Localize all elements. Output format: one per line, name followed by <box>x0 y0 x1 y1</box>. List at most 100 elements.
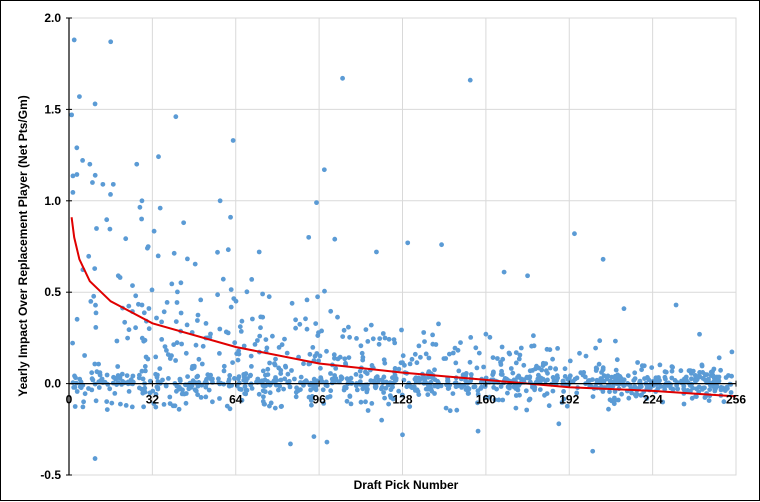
scatter-point <box>81 399 86 405</box>
scatter-point <box>467 77 473 83</box>
scatter-point <box>272 362 278 368</box>
scatter-point <box>126 327 132 333</box>
scatter-point <box>498 371 504 377</box>
scatter-point <box>358 343 364 349</box>
scatter-point <box>684 377 689 383</box>
scatter-point <box>716 355 722 361</box>
scatter-point <box>453 360 459 366</box>
scatter-point <box>407 404 413 409</box>
scatter-point <box>654 379 660 385</box>
scatter-point <box>206 387 212 393</box>
scatter-point <box>443 356 449 361</box>
scatter-point <box>203 384 209 390</box>
scatter-point <box>508 366 514 371</box>
scatter-point <box>93 325 99 330</box>
scatter-point <box>288 441 293 447</box>
scatter-point <box>712 388 718 394</box>
scatter-point <box>666 380 671 386</box>
scatter-point <box>729 349 735 355</box>
scatter-point <box>298 374 304 380</box>
scatter-point <box>474 365 480 371</box>
scatter-point <box>88 299 94 304</box>
scatter-point <box>487 394 492 400</box>
scatter-point <box>393 376 399 381</box>
scatter-point <box>119 382 124 387</box>
scatter-point <box>141 404 147 410</box>
scatter-point <box>342 356 348 362</box>
scatter-point <box>689 376 694 382</box>
scatter-point <box>372 384 378 390</box>
scatter-point <box>108 192 113 197</box>
scatter-point <box>145 244 151 250</box>
scatter-point <box>681 386 687 392</box>
scatter-point <box>278 371 284 376</box>
scatter-point <box>607 389 612 395</box>
scatter-point <box>383 385 389 391</box>
scatter-point <box>278 404 284 409</box>
scatter-point <box>496 397 502 403</box>
scatter-point <box>77 94 82 100</box>
scatter-point <box>137 385 142 391</box>
scatter-point <box>195 312 201 318</box>
y-tick-label: 1.5 <box>44 102 61 116</box>
y-tick-label: 0.0 <box>44 377 61 391</box>
scatter-point <box>353 372 359 377</box>
scatter-point <box>550 356 555 362</box>
scatter-point <box>143 368 148 374</box>
scatter-point <box>697 331 702 337</box>
scatter-point <box>513 386 519 391</box>
scatter-point <box>241 372 247 377</box>
scatter-point <box>510 370 516 376</box>
scatter-point <box>92 266 98 271</box>
scatter-point <box>133 293 139 299</box>
scatter-point <box>672 378 678 383</box>
scatter-point <box>471 384 477 390</box>
scatter-point <box>639 367 644 373</box>
scatter-point <box>646 377 652 383</box>
scatter-point <box>153 371 159 377</box>
scatter-point <box>523 388 529 394</box>
scatter-point <box>492 397 498 403</box>
scatter-point <box>476 350 482 356</box>
scatter-point <box>382 395 387 401</box>
scatter-point <box>304 297 310 303</box>
scatter-point <box>195 373 201 379</box>
scatter-point <box>416 392 422 397</box>
scatter-point <box>436 380 441 386</box>
scatter-point <box>225 247 231 253</box>
scatter-point <box>421 330 427 335</box>
scatter-point <box>309 394 315 399</box>
scatter-point <box>405 240 411 246</box>
scatter-point <box>619 377 625 382</box>
scatter-point <box>695 374 701 379</box>
scatter-point <box>267 360 272 366</box>
scatter-point <box>151 228 157 234</box>
scatter-point <box>534 363 539 369</box>
scatter-point <box>562 374 568 379</box>
scatter-point <box>581 370 587 375</box>
scatter-point <box>670 387 676 392</box>
scatter-point <box>501 269 507 275</box>
scatter-point <box>293 317 298 323</box>
scatter-point <box>513 350 519 355</box>
scatter-point <box>702 395 708 400</box>
x-tick-label: 256 <box>726 393 746 407</box>
scatter-point <box>175 289 180 295</box>
scatter-point <box>344 376 350 382</box>
scatter-point <box>117 275 123 280</box>
scatter-point <box>600 367 606 372</box>
scatter-point <box>382 335 388 341</box>
scatter-point <box>380 331 386 336</box>
scatter-point <box>537 387 543 392</box>
scatter-point <box>283 363 288 369</box>
scatter-point <box>173 319 179 324</box>
scatter-point <box>615 397 621 403</box>
scatter-point <box>126 389 132 394</box>
scatter-point <box>248 353 254 359</box>
scatter-point <box>593 345 598 351</box>
scatter-point <box>92 172 98 178</box>
scatter-point <box>97 370 103 375</box>
scatter-point <box>572 376 578 382</box>
scatter-point <box>320 387 326 393</box>
scatter-point <box>377 336 383 341</box>
